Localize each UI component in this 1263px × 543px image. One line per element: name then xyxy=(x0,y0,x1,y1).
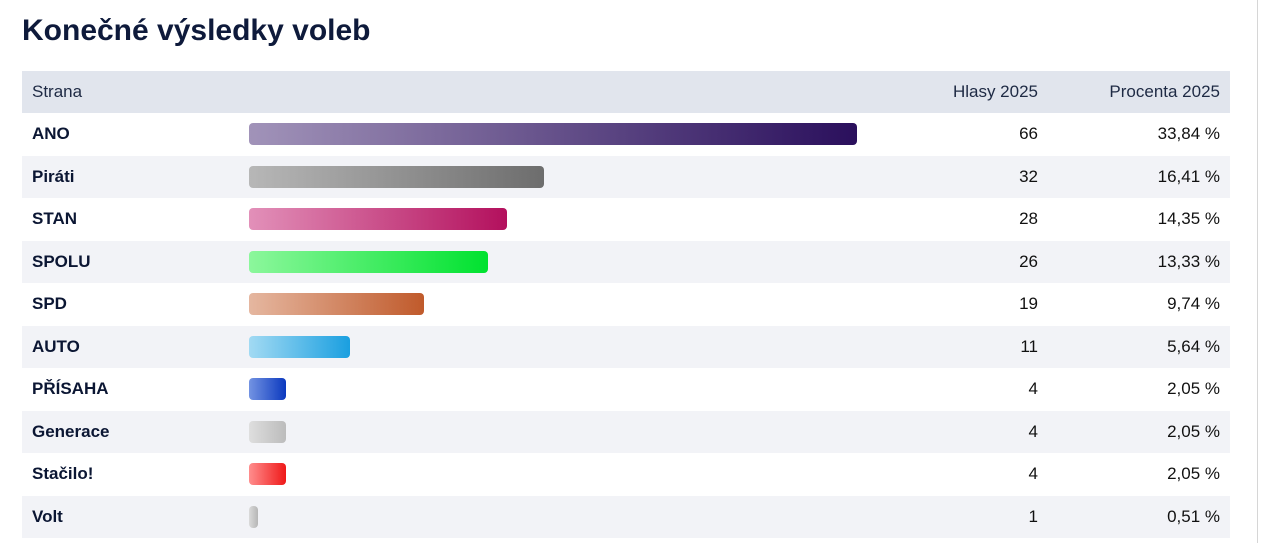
party-name: Stačilo! xyxy=(32,464,94,483)
percent: 16,41 % xyxy=(1157,166,1220,186)
header-percent: Procenta 2025 xyxy=(1109,82,1220,101)
header-party: Strana xyxy=(32,82,83,101)
party-row: SPOLU 26 13,33 % xyxy=(22,240,1230,283)
percent-bar xyxy=(249,505,259,528)
votes: 28 xyxy=(1019,209,1038,228)
percent-bar xyxy=(249,293,424,315)
party-name: AUTO xyxy=(32,336,80,356)
votes: 4 xyxy=(1028,379,1038,398)
party-name: Volt xyxy=(32,506,63,526)
percent: 5,64 % xyxy=(1167,336,1220,356)
votes: 19 xyxy=(1019,294,1038,313)
party-name: SPOLU xyxy=(32,251,91,271)
party-name: STAN xyxy=(32,209,78,228)
votes: 32 xyxy=(1019,166,1038,186)
percent: 13,33 % xyxy=(1157,251,1220,271)
votes: 1 xyxy=(1028,506,1038,526)
party-row: PŘÍSAHA 4 2,05 % xyxy=(22,368,1230,411)
percent-bar xyxy=(249,335,351,358)
party-row: Piráti 32 16,41 % xyxy=(22,155,1230,198)
results-table: Strana Hlasy 2025 Procenta 2025 ANO 66 33,… xyxy=(22,71,1230,538)
party-name: PŘÍSAHA xyxy=(32,379,109,398)
percent-bar xyxy=(249,165,544,188)
percent: 2,05 % xyxy=(1167,464,1220,483)
percent: 0,51 % xyxy=(1167,506,1220,526)
header-votes: Hlasy 2025 xyxy=(952,82,1038,101)
scrollbar-edge xyxy=(1257,0,1258,543)
percent-bar xyxy=(249,250,489,273)
party-row: AUTO 11 5,64 % xyxy=(22,325,1230,368)
percent: 2,05 % xyxy=(1167,421,1220,441)
party-row: ANO 66 33,84 % xyxy=(22,113,1230,156)
percent-bar xyxy=(249,123,857,145)
party-row: SPD 19 9,74 % xyxy=(22,283,1230,326)
percent: 14,35 % xyxy=(1157,209,1220,228)
votes: 11 xyxy=(1020,336,1038,356)
party-row: Volt 1 0,51 % xyxy=(22,495,1230,538)
percent-bar xyxy=(249,463,286,485)
title: Konečné výsledky voleb xyxy=(22,14,371,47)
party-name: Piráti xyxy=(32,166,75,186)
votes: 4 xyxy=(1028,421,1038,441)
votes: 4 xyxy=(1028,464,1038,483)
party-row: STAN 28 14,35 % xyxy=(22,198,1230,241)
percent: 2,05 % xyxy=(1167,379,1220,398)
percent: 33,84 % xyxy=(1157,124,1220,143)
percent-bar xyxy=(249,378,286,400)
party-row: Stačilo! 4 2,05 % xyxy=(22,453,1230,496)
percent: 9,74 % xyxy=(1167,294,1220,313)
party-name: Generace xyxy=(32,421,110,441)
votes: 66 xyxy=(1019,124,1038,143)
party-name: ANO xyxy=(32,124,70,143)
party-row: Generace 4 2,05 % xyxy=(22,410,1230,453)
percent-bar xyxy=(249,420,286,443)
votes: 26 xyxy=(1019,251,1038,271)
party-name: SPD xyxy=(32,294,67,313)
percent-bar xyxy=(249,208,507,230)
header-row: Strana Hlasy 2025 Procenta 2025 xyxy=(22,71,1230,113)
